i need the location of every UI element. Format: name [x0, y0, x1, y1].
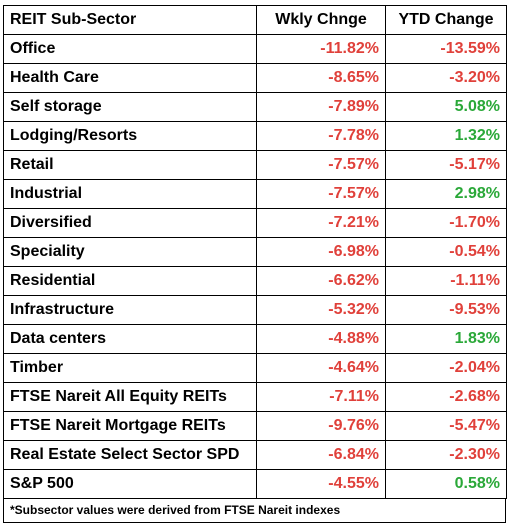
table-row: Self storage -7.89% 5.08% — [3, 92, 507, 122]
sub-sector-name: Diversified — [3, 208, 257, 238]
sub-sector-name: Data centers — [3, 324, 257, 354]
table-row: Infrastructure -5.32% -9.53% — [3, 295, 507, 325]
sub-sector-name: Speciality — [3, 237, 257, 267]
weekly-change-value: -6.84% — [256, 440, 386, 470]
sub-sector-name: Office — [3, 34, 257, 64]
table-row: FTSE Nareit All Equity REITs -7.11% -2.68% — [3, 382, 507, 412]
ytd-change-value: -5.47% — [385, 411, 507, 441]
table-row: Data centers -4.88% 1.83% — [3, 324, 507, 354]
sub-sector-name: Timber — [3, 353, 257, 383]
ytd-change-value: 0.58% — [385, 469, 507, 499]
sub-sector-name: Lodging/Resorts — [3, 121, 257, 151]
ytd-change-value: 1.83% — [385, 324, 507, 354]
ytd-change-value: -1.70% — [385, 208, 507, 238]
table-row: FTSE Nareit Mortgage REITs -9.76% -5.47% — [3, 411, 507, 441]
weekly-change-value: -7.78% — [256, 121, 386, 151]
table-row: Real Estate Select Sector SPD -6.84% -2.30… — [3, 440, 507, 470]
table-row: Industrial -7.57% 2.98% — [3, 179, 507, 209]
ytd-change-value: -2.30% — [385, 440, 507, 470]
sub-sector-name: Retail — [3, 150, 257, 180]
weekly-change-value: -4.88% — [256, 324, 386, 354]
ytd-change-value: -0.54% — [385, 237, 507, 267]
table-row: Health Care -8.65% -3.20% — [3, 63, 507, 93]
table-body: Office -11.82% -13.59% Health Care -8.65% -3.… — [3, 34, 507, 499]
weekly-change-value: -7.57% — [256, 179, 386, 209]
weekly-change-value: -6.98% — [256, 237, 386, 267]
ytd-change-value: -3.20% — [385, 63, 507, 93]
header-ytd-change: YTD Change — [385, 5, 507, 35]
ytd-change-value: 5.08% — [385, 92, 507, 122]
sub-sector-name: Real Estate Select Sector SPD — [3, 440, 257, 470]
weekly-change-value: -7.21% — [256, 208, 386, 238]
sub-sector-name: FTSE Nareit All Equity REITs — [3, 382, 257, 412]
sub-sector-name: Health Care — [3, 63, 257, 93]
weekly-change-value: -4.64% — [256, 353, 386, 383]
weekly-change-value: -7.57% — [256, 150, 386, 180]
ytd-change-value: -2.04% — [385, 353, 507, 383]
table-row: Speciality -6.98% -0.54% — [3, 237, 507, 267]
table-header-row: REIT Sub-Sector Wkly Chnge YTD Change — [3, 5, 507, 35]
weekly-change-value: -5.32% — [256, 295, 386, 325]
ytd-change-value: 1.32% — [385, 121, 507, 151]
table-row: Retail -7.57% -5.17% — [3, 150, 507, 180]
table-row: S&P 500 -4.55% 0.58% — [3, 469, 507, 499]
table-row: Lodging/Resorts -7.78% 1.32% — [3, 121, 507, 151]
weekly-change-value: -11.82% — [256, 34, 386, 64]
ytd-change-value: -1.11% — [385, 266, 507, 296]
weekly-change-value: -7.11% — [256, 382, 386, 412]
reit-performance-table: REIT Sub-Sector Wkly Chnge YTD Change Of… — [3, 5, 507, 499]
sub-sector-name: Self storage — [3, 92, 257, 122]
weekly-change-value: -9.76% — [256, 411, 386, 441]
header-weekly-change: Wkly Chnge — [256, 5, 386, 35]
sub-sector-name: Residential — [3, 266, 257, 296]
table-row: Office -11.82% -13.59% — [3, 34, 507, 64]
table-row: Diversified -7.21% -1.70% — [3, 208, 507, 238]
header-sub-sector: REIT Sub-Sector — [3, 5, 257, 35]
table-row: Residential -6.62% -1.11% — [3, 266, 507, 296]
table-row: Timber -4.64% -2.04% — [3, 353, 507, 383]
ytd-change-value: -13.59% — [385, 34, 507, 64]
weekly-change-value: -7.89% — [256, 92, 386, 122]
sub-sector-name: S&P 500 — [3, 469, 257, 499]
weekly-change-value: -8.65% — [256, 63, 386, 93]
sub-sector-name: FTSE Nareit Mortgage REITs — [3, 411, 257, 441]
sub-sector-name: Infrastructure — [3, 295, 257, 325]
reit-table-container: REIT Sub-Sector Wkly Chnge YTD Change Of… — [3, 5, 507, 523]
weekly-change-value: -4.55% — [256, 469, 386, 499]
ytd-change-value: -5.17% — [385, 150, 507, 180]
weekly-change-value: -6.62% — [256, 266, 386, 296]
sub-sector-name: Industrial — [3, 179, 257, 209]
ytd-change-value: -2.68% — [385, 382, 507, 412]
ytd-change-value: -9.53% — [385, 295, 507, 325]
footnote: *Subsector values were derived from FTSE… — [3, 499, 506, 523]
ytd-change-value: 2.98% — [385, 179, 507, 209]
